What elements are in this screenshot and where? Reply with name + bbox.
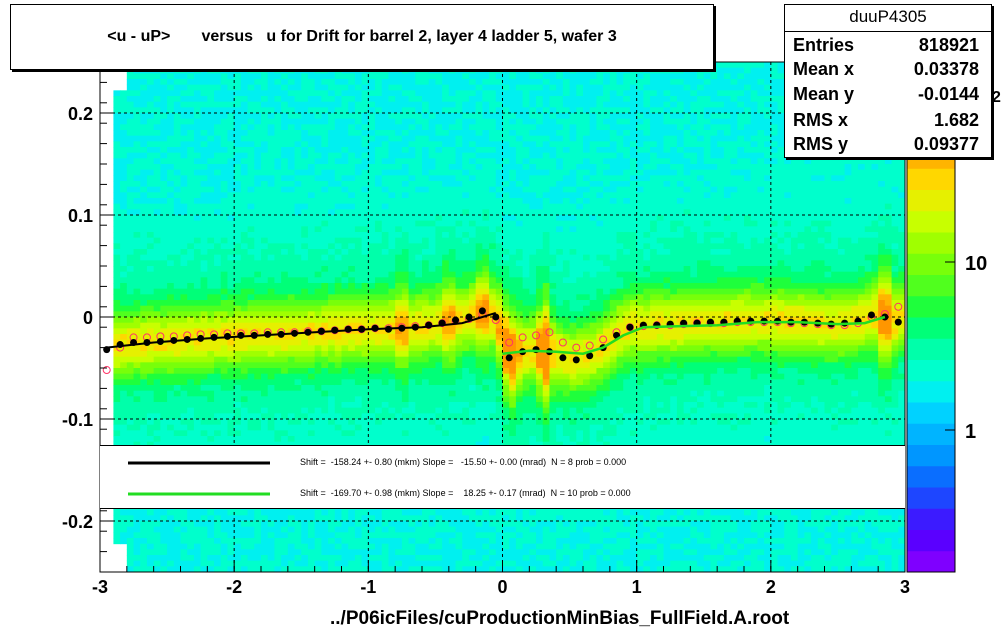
heatmap (113, 62, 905, 572)
stat-value: 0.03378 (913, 59, 979, 79)
stat-label: RMS x (793, 110, 849, 130)
x-tick-label: 0 (497, 577, 507, 597)
x-tick-label: 1 (632, 577, 642, 597)
profile-point-black (465, 313, 473, 321)
stat-mean-y: Mean y -0.0144 (793, 84, 979, 108)
colorbar-segment (907, 529, 955, 552)
colorbar-label: 10 (965, 253, 987, 275)
profile-point-black (572, 356, 580, 364)
profile-point-black (237, 331, 245, 339)
colorbar-segment (907, 359, 955, 382)
colorbar-segment (907, 189, 955, 212)
colorbar-segment (907, 274, 955, 297)
stats-box: duuP4305 Entries 818921 Mean x 0.03378 M… (784, 4, 992, 158)
legend-text-green: Shift = -169.70 +- 0.98 (mkm) Slope = 18… (300, 488, 631, 498)
stat-label: Mean x (793, 59, 855, 79)
y-tick-label: -0.2 (62, 512, 93, 532)
profile-point-black (559, 354, 567, 362)
colorbar-label: 1 (965, 421, 976, 443)
profile-point-red (545, 328, 554, 337)
chart-title: <u - uP> versus u for Drift for barrel 2… (107, 28, 617, 45)
stat-mean-x: Mean x 0.03378 (793, 59, 979, 83)
colorbar-segment (907, 465, 955, 488)
colorbar-segment (907, 380, 955, 403)
profile-point-red (572, 343, 581, 352)
profile-point-red (518, 333, 527, 342)
colorbar-segment (907, 168, 955, 190)
colorbar-segment (907, 402, 955, 424)
profile-point-black (894, 318, 902, 326)
y-tick-label: 0.2 (68, 104, 93, 124)
y-tick-label: 0.1 (68, 206, 93, 226)
colorbar-segment (907, 295, 955, 318)
profile-point-red (532, 331, 541, 340)
colorbar-exponent: 2 (992, 89, 1001, 106)
profile-point-red (599, 335, 608, 344)
profile-point-black (492, 313, 500, 321)
colorbar-segment (907, 444, 955, 467)
fit-lines (106, 311, 886, 355)
profile-point-red (894, 302, 903, 311)
x-tick-label: -1 (360, 577, 376, 597)
x-tick-label: 3 (900, 577, 910, 597)
colorbar-segment (907, 338, 955, 360)
colorbar-segment (907, 232, 955, 254)
profile-point-red (505, 338, 514, 347)
stats-name: duuP4305 (849, 7, 927, 26)
stat-label: Entries (793, 35, 855, 55)
profile-point-red (102, 366, 111, 375)
fit-line-green (502, 315, 886, 355)
stat-rms-y: RMS y 0.09377 (793, 134, 979, 158)
title-box: <u - uP> versus u for Drift for barrel 2… (10, 4, 714, 70)
profile-point-black (452, 316, 460, 324)
profile-point-black (586, 352, 594, 360)
y-tick-label: -0.1 (62, 410, 93, 430)
colorbar-segment (907, 508, 955, 530)
grid-lines (100, 62, 905, 572)
stat-value: -0.0144 (917, 84, 979, 104)
colorbar-segment (907, 487, 955, 509)
colorbar-segment (907, 210, 955, 233)
fit-legend: Shift = -158.24 +- 0.80 (mkm) Slope = -1… (100, 445, 905, 509)
fit-line-black (106, 311, 497, 349)
y-tick-label: 0 (83, 308, 93, 328)
stat-value: 1.682 (933, 110, 979, 130)
x-tick-label: -3 (92, 577, 108, 597)
colorbar-segment (907, 253, 955, 275)
colorbar-segment (907, 550, 955, 573)
profile-point-black (626, 323, 634, 331)
stat-rms-x: RMS x 1.682 (793, 110, 979, 134)
stat-entries: Entries 818921 (793, 35, 979, 59)
file-label: ../P06icFiles/cuProductionMinBias_FullFi… (330, 608, 790, 629)
axes: -3 -2 -1 0 1 2 3 -0.2 -0.1 0 0.1 0.2 (62, 61, 910, 597)
profile-point-black (706, 318, 714, 326)
stat-value: 0.09377 (913, 134, 979, 154)
stat-label: Mean y (793, 84, 855, 104)
profile-markers (102, 302, 903, 375)
profile-point-black (505, 354, 513, 362)
profile-point-red (558, 338, 567, 347)
profile-point-black (478, 307, 486, 315)
stat-value: 818921 (918, 35, 979, 55)
x-tick-label: 2 (766, 577, 776, 597)
profile-point-red (585, 341, 594, 350)
legend-text-black: Shift = -158.24 +- 0.80 (mkm) Slope = -1… (300, 457, 627, 467)
x-tick-label: -2 (226, 577, 242, 597)
profile-point-black (867, 311, 875, 319)
colorbar-segment (907, 423, 955, 445)
legend-swatches (128, 461, 270, 496)
colorbar-segment (907, 317, 955, 339)
stat-label: RMS y (793, 134, 849, 154)
